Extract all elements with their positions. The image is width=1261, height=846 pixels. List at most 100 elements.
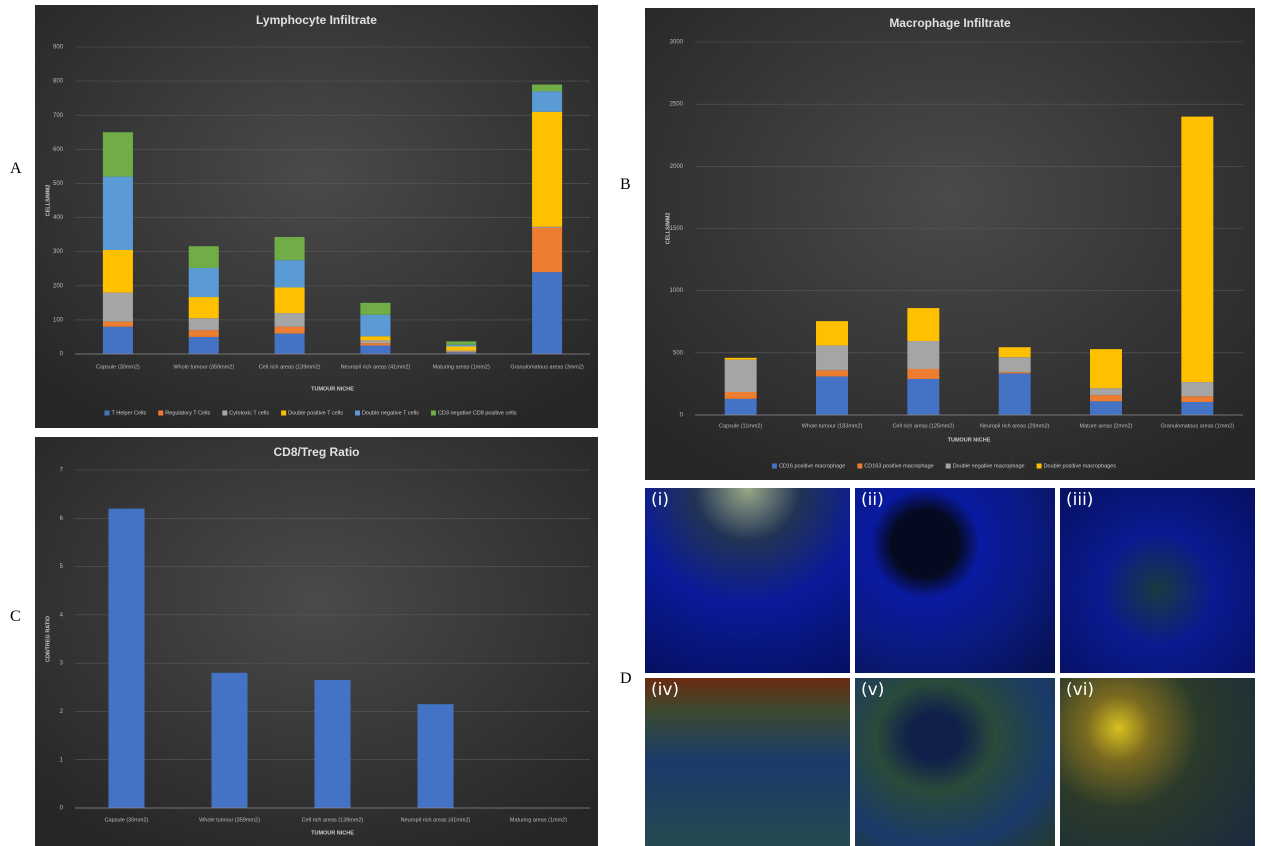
legend-swatch [281,411,286,416]
legend-swatch [857,464,862,469]
bar-segment [816,345,848,370]
panel-label: C [10,608,21,626]
bar-segment [103,132,133,176]
bar-segment [275,334,305,354]
bar-segment [275,260,305,287]
image-label: (vi) [1066,680,1094,700]
legend-swatch [1037,464,1042,469]
legend-label: Cytotoxic T cells [229,410,269,416]
legend-label: Regulatory T Cells [165,410,210,416]
y-tick-label: 3000 [670,40,684,46]
micrograph: (iv) [645,678,850,846]
image-label: (ii) [861,490,884,510]
bar-segment [532,227,562,228]
bar-segment [1181,117,1213,382]
bar-segment [103,177,133,250]
bar-segment [999,373,1031,415]
bar-segment [1181,396,1213,402]
panel-label: A [10,160,22,178]
micrograph: (ii) [855,488,1055,673]
y-tick-label: 600 [53,147,64,153]
bar [211,673,247,808]
y-tick-label: 900 [53,45,64,51]
x-tick-label: Granulomatous areas (1mm2) [1161,423,1235,429]
x-tick-label: Capsule (30mm2) [105,817,149,823]
bar-segment [446,352,476,353]
x-tick-label: Whole tumour (183mm2) [802,423,863,429]
bar-segment [189,330,219,337]
y-tick-label: 500 [53,181,64,187]
legend-label: Double positive T cells [288,410,343,416]
bar-segment [999,357,1031,372]
x-tick-label: Granulomatous areas (3mm2) [510,364,584,370]
panel-label: B [620,176,631,194]
bar-segment [446,341,476,344]
legend-label: Double negative macrophage [953,463,1025,469]
bar-segment [360,343,390,345]
micrograph: (vi) [1060,678,1255,846]
legend-swatch [158,411,163,416]
legend-swatch [104,411,109,416]
micrograph: (v) [855,678,1055,846]
bar-segment [907,341,939,369]
x-tick-label: Cell rich areas (125mm2) [892,423,954,429]
bar-segment [816,370,848,376]
y-tick-label: 2000 [670,164,684,170]
bar-segment [725,392,757,399]
y-tick-label: 1000 [670,288,684,294]
chart-title: Macrophage Infiltrate [889,16,1011,30]
bar-segment [275,287,305,313]
bar-segment [725,399,757,415]
bar-segment [532,272,562,354]
bar-segment [275,327,305,334]
x-tick-label: Neuropil rich areas (29mm2) [980,423,1050,429]
y-axis-title: CELLS/MM2 [45,185,51,217]
bar-segment [189,318,219,330]
y-tick-label: 300 [53,249,64,255]
bar-segment [907,369,939,379]
bar-segment [725,360,757,392]
x-axis-title: TUMOUR NICHE [311,830,354,836]
y-tick-label: 2500 [670,102,684,108]
bar-segment [907,379,939,415]
bar-segment [189,297,219,318]
bar-segment [103,250,133,293]
x-tick-label: Mature areas (2mm2) [1080,423,1133,429]
bar-segment [1090,395,1122,401]
x-tick-label: Cell rich areas (139mm2) [302,817,364,823]
chart: Macrophage Infiltrate0500100015002000250… [645,8,1255,480]
y-tick-label: 200 [53,283,64,289]
x-axis-title: TUMOUR NICHE [311,386,354,392]
bar-segment [360,340,390,343]
image-label: (iv) [651,680,679,700]
y-tick-label: 100 [53,317,64,323]
legend-swatch [772,464,777,469]
micrograph: (iii) [1060,488,1255,673]
x-tick-label: Neuropil rich areas (41mm2) [341,364,411,370]
bar [314,680,350,808]
y-axis-title: CD8/TREG RATIO [45,615,51,662]
chart: CD8/Treg Ratio01234567CD8/TREG RATIOTUMO… [35,437,598,846]
image-label: (i) [651,490,669,510]
y-tick-label: 1500 [670,226,684,232]
bar-segment [1090,388,1122,395]
bar-segment [189,268,219,297]
bar-segment [1090,401,1122,415]
legend-swatch [355,411,360,416]
bar-segment [1090,349,1122,388]
bar-segment [532,112,562,227]
bar [417,704,453,808]
bar-segment [360,345,390,354]
y-tick-label: 400 [53,215,64,221]
bar-segment [1181,402,1213,415]
x-tick-label: Whole tumour (359mm2) [173,364,234,370]
bar-segment [360,315,390,336]
bar-segment [999,372,1031,373]
bar-segment [275,313,305,327]
bar-segment [189,246,219,268]
bar-segment [816,376,848,415]
chart: Lymphocyte Infiltrate0100200300400500600… [35,5,598,428]
x-axis-title: TUMOUR NICHE [948,437,991,443]
bar-segment [999,347,1031,357]
